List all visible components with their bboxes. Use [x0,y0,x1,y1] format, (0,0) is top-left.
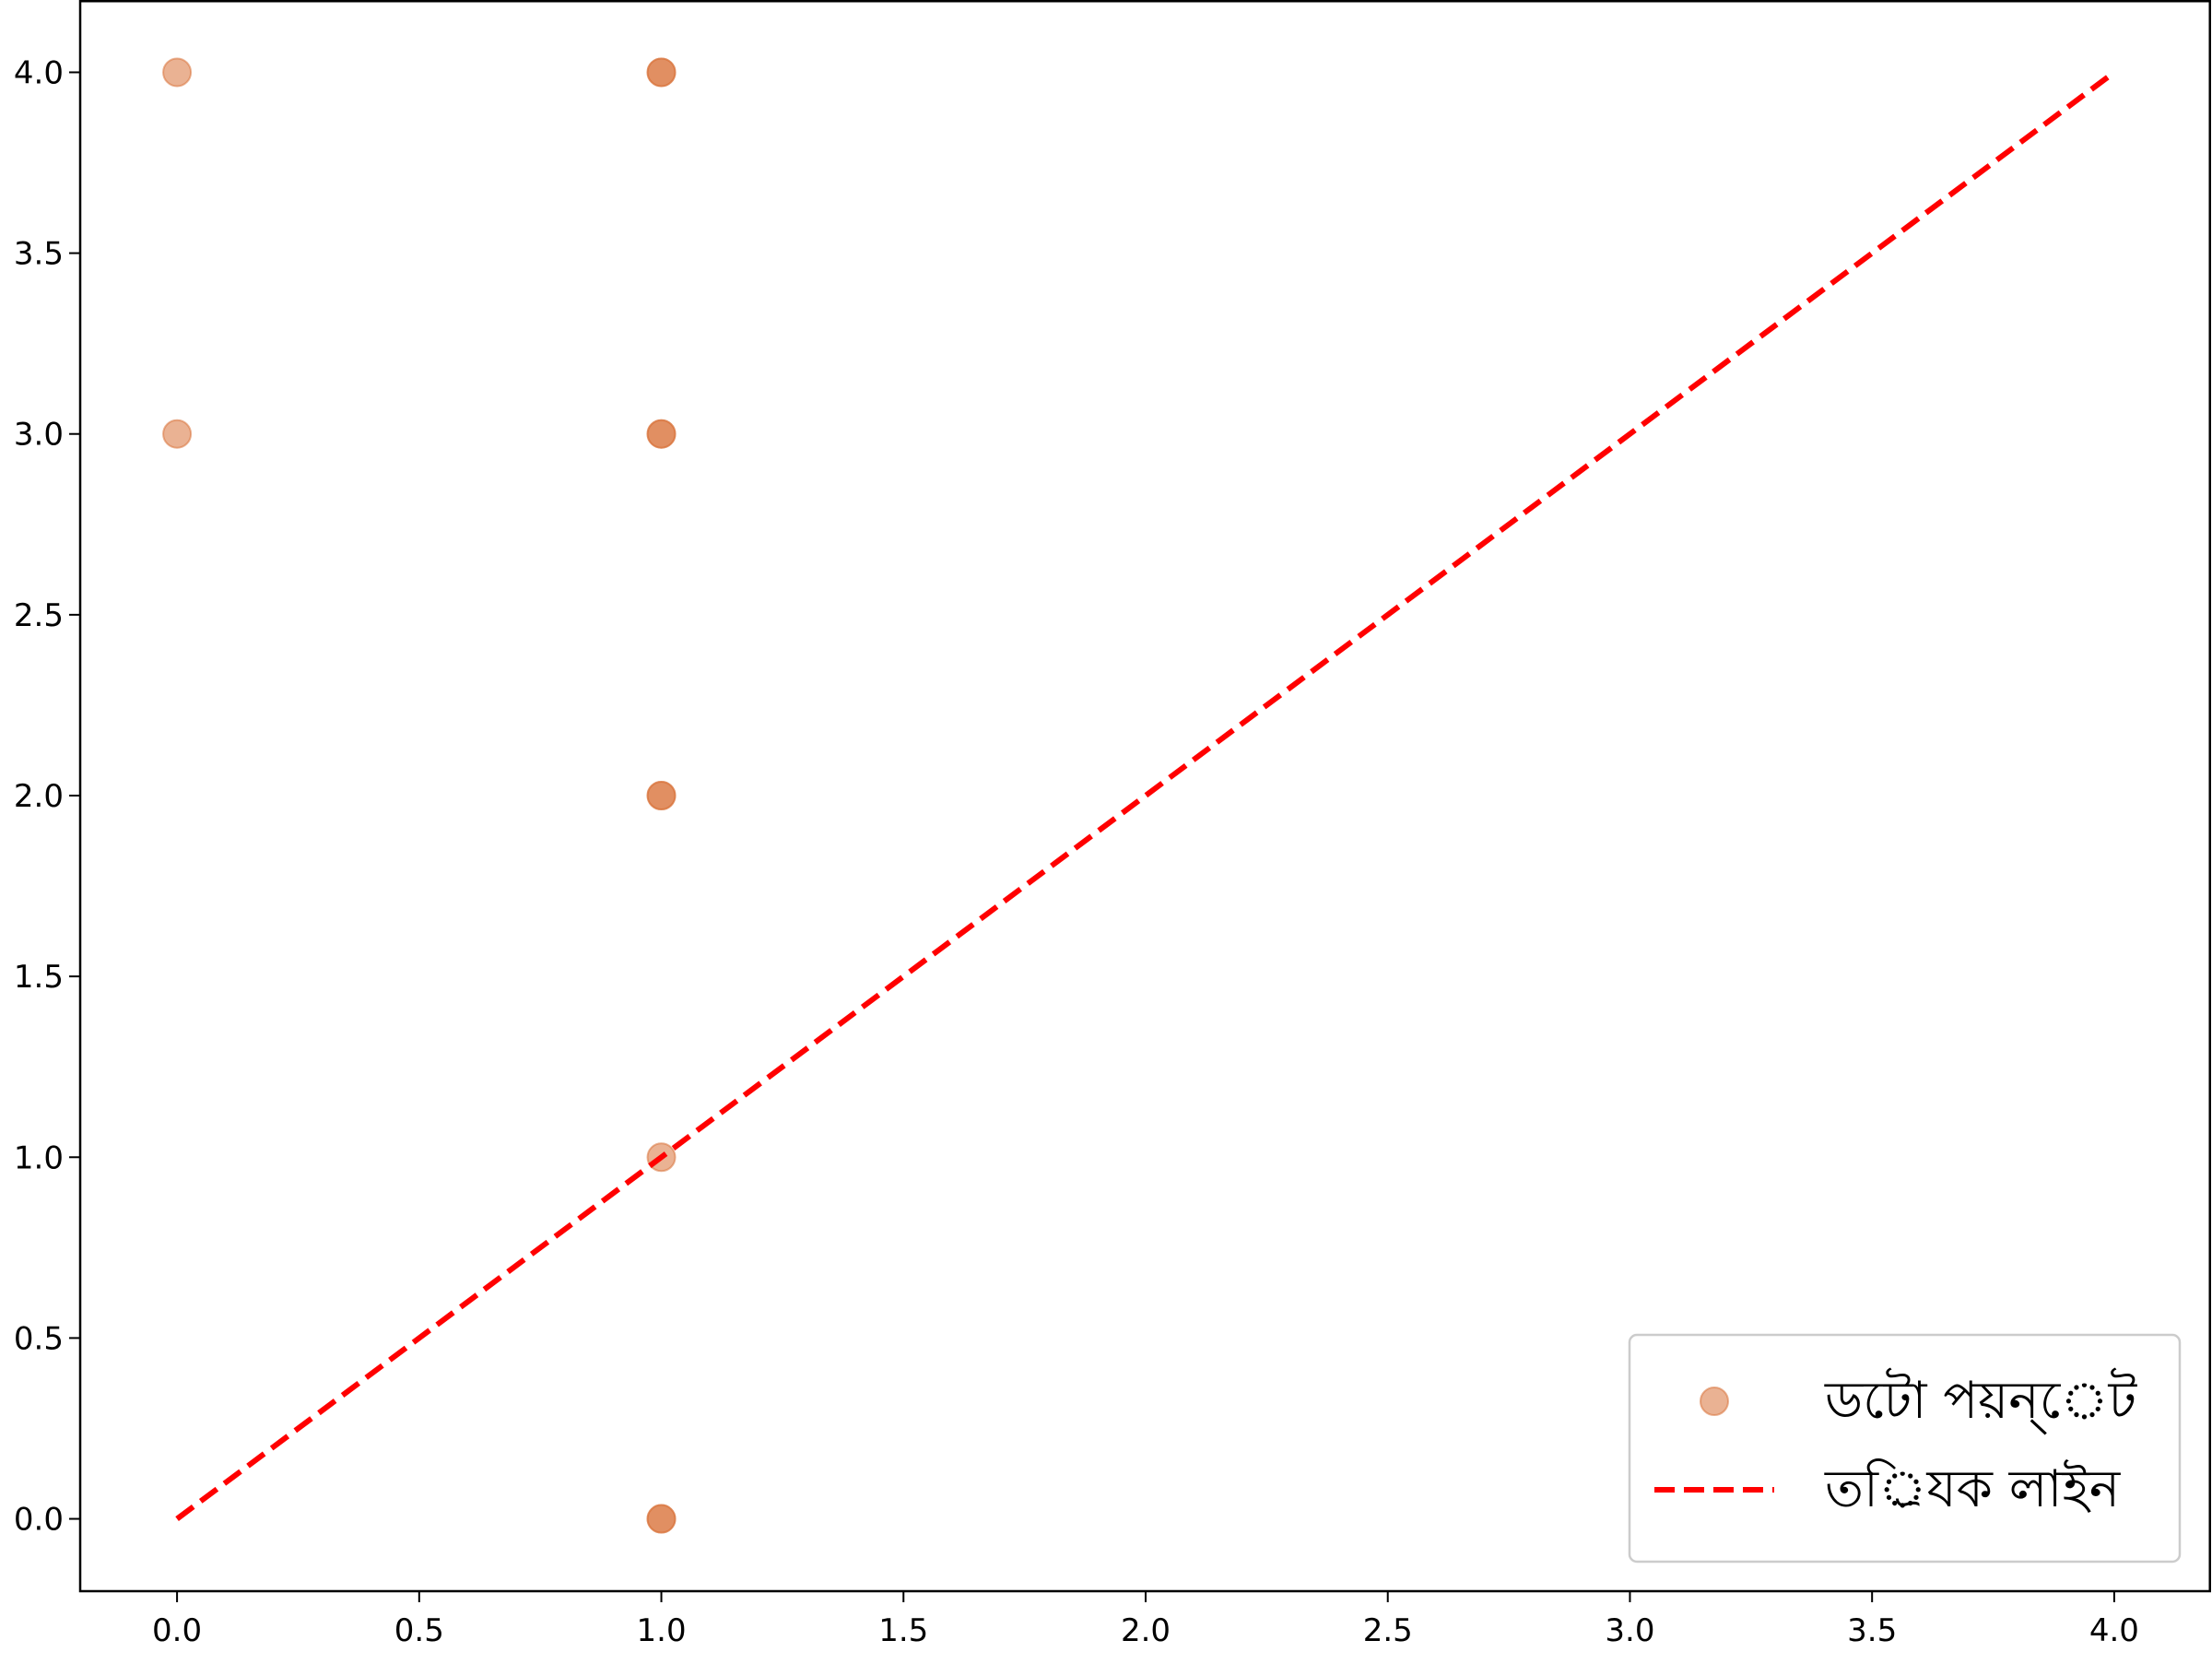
data-point [646,781,677,810]
x-tick-label: 3.5 [1847,1612,1897,1649]
y-tick-label: 2.5 [14,597,64,634]
y-tick-label: 3.5 [14,236,64,273]
data-point [162,57,193,88]
y-tick-label: 3.0 [14,417,64,454]
x-tick-label: 3.0 [1605,1612,1654,1649]
y-tick-label: 0.5 [14,1320,64,1357]
x-tick-label: 2.0 [1121,1612,1171,1649]
x-tick-label: 0.0 [152,1612,202,1649]
x-tick-label: 0.5 [394,1612,444,1649]
data-point [646,419,677,449]
legend-label-line: তর্িযক লাইন [1824,1458,2122,1519]
y-tick-label: 2.0 [14,778,64,815]
legend-label-scatter: ডটো পয়ন্েট [1824,1368,2138,1434]
y-tick-label: 4.0 [14,54,64,91]
data-point [162,419,193,449]
y-tick-label: 0.0 [14,1502,64,1539]
x-tick-label: 4.0 [2089,1612,2139,1649]
legend-box [1628,1333,2182,1564]
plot-marks [162,57,2116,1534]
x-axis: 0.0 0.5 1.0 1.5 2.0 2.5 3.0 3.5 4.0 [152,1591,2139,1649]
legend-swatch-scatter [1700,1387,1729,1416]
x-tick-label: 1.0 [637,1612,687,1649]
y-tick-label: 1.0 [14,1139,64,1176]
x-tick-label: 1.5 [878,1612,928,1649]
diagonal-line [175,70,2116,1521]
y-tick-label: 1.5 [14,959,64,996]
x-tick-label: 2.5 [1363,1612,1413,1649]
data-point [646,57,677,88]
legend: ডটো পয়ন্েট তর্িযক লাইন [1628,1333,2182,1564]
y-axis: 0.0 0.5 1.0 1.5 2.0 2.5 3.0 3.5 4.0 [14,54,80,1539]
data-point [646,1504,677,1534]
